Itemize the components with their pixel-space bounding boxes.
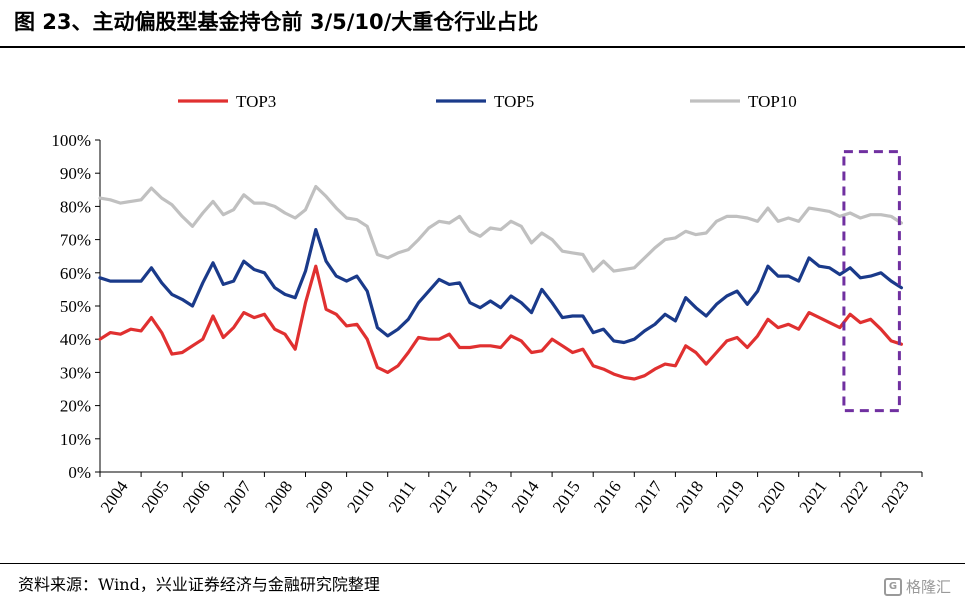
x-tick-label: 2021 [795,477,830,516]
x-axis: 2004 2005 2006 2007 2008 2009 2010 2011 2012 2013… [97,471,923,516]
series-line-top5 [98,228,904,345]
y-tick-label: 80% [60,197,91,216]
x-tick-label: 2013 [467,477,502,516]
x-tick-label: 2011 [385,477,420,515]
y-tick-label: 0% [68,463,91,482]
series-line-top3 [98,264,904,381]
x-tick-label: 2006 [179,477,214,516]
y-tick-label: 40% [60,330,91,349]
y-tick-label: 20% [60,397,91,416]
x-tick-label: 2012 [426,477,461,516]
y-tick-label: 60% [60,264,91,283]
x-tick-label: 2005 [138,477,173,516]
x-tick-label: 2007 [220,477,255,516]
bottom-rule [0,563,965,564]
x-tick-label: 2017 [631,477,666,516]
y-tick-label: 100% [51,131,91,150]
legend-label-top3: TOP3 [236,92,276,111]
source-note: 资料来源：Wind，兴业证券经济与金融研究院整理 [18,575,380,594]
legend: TOP3 TOP5 TOP10 [178,92,797,111]
watermark: G 格隆汇 [883,576,951,597]
series-lines [98,184,904,381]
x-tick-label: 2023 [878,477,913,516]
x-tick-label: 2004 [97,477,132,516]
watermark-text: 格隆汇 [905,578,951,596]
y-axis: 0% 10% 20% 30% 40% 50% 60% 70% 80% 90% 100% [51,131,101,482]
x-tick-label: 2014 [508,477,543,516]
x-tick-label: 2022 [837,477,872,516]
legend-label-top10: TOP10 [748,92,797,111]
x-tick-label: 2020 [754,477,789,516]
y-tick-label: 90% [60,164,91,183]
x-tick-label: 2010 [343,477,378,516]
x-tick-label: 2019 [713,477,748,516]
legend-label-top5: TOP5 [494,92,534,111]
y-tick-label: 30% [60,363,91,382]
highlight-rect [842,150,901,413]
highlight-box [842,150,901,413]
y-tick-label: 70% [60,231,91,250]
watermark-logo-icon: G [883,577,902,596]
series-line-top10 [98,184,904,273]
x-tick-label: 2015 [549,477,584,516]
x-tick-label: 2009 [302,477,337,516]
chart-title: 图 23、主动偏股型基金持仓前 3/5/10/大重仓行业占比 [14,10,539,34]
y-tick-label: 50% [60,297,91,316]
chart-canvas: TOP3 TOP5 TOP10 0% 10% 20% 30% 40% 50% 60% 70% 80%… [51,92,923,516]
x-tick-label: 2008 [261,477,296,516]
x-tick-label: 2016 [590,477,625,516]
y-tick-label: 10% [60,430,91,449]
x-tick-label: 2018 [672,477,707,516]
top-rule [0,46,965,48]
